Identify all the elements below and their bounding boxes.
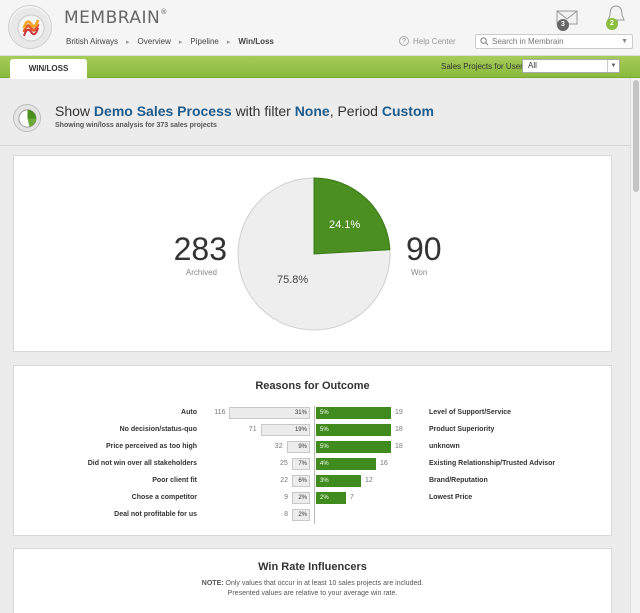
- loss-reason-label: Did not win over all stakeholders: [87, 460, 197, 467]
- loss-reason-bar[interactable]: 9%: [286, 441, 310, 453]
- reasons-title: Reasons for Outcome: [255, 380, 370, 392]
- loss-reason-count: 22: [280, 477, 288, 484]
- influencers-note: NOTE: Only values that occur in at least…: [201, 580, 424, 587]
- loss-reason-label: Auto: [181, 409, 197, 416]
- reason-row: Deal not profitable for us 8 2%: [14, 508, 613, 522]
- app-header: MEMBRAIN® British Airways ▸ Overview ▸ P…: [0, 0, 640, 56]
- win-reason-count: 19: [395, 409, 403, 416]
- archived-percentage: 75.8%: [277, 274, 309, 286]
- win-reason-count: 7: [350, 494, 354, 501]
- loss-reason-count: 25: [280, 460, 288, 467]
- search-placeholder: Search in Membrain: [492, 37, 564, 46]
- win-reason-label: Lowest Price: [429, 494, 473, 501]
- loss-reason-bar[interactable]: 2%: [292, 492, 310, 504]
- user-filter-label: Sales Projects for User: [441, 62, 523, 71]
- chevron-right-icon: ▸: [226, 38, 231, 46]
- win-rate-influencers-card: Win Rate Influencers NOTE: Only values t…: [13, 548, 612, 613]
- page-subtitle: Showing win/loss analysis for 373 sales …: [55, 122, 217, 129]
- loss-reason-bar[interactable]: 7%: [291, 458, 310, 470]
- chevron-right-icon: ▸: [178, 38, 183, 46]
- pie-chart-icon: [13, 104, 41, 132]
- mail-count-badge: 3: [557, 19, 569, 31]
- divider: [0, 145, 630, 146]
- user-filter-select[interactable]: All ▼: [522, 59, 620, 73]
- loss-reason-bar[interactable]: 2%: [292, 509, 310, 521]
- win-reason-label: unknown: [429, 443, 460, 450]
- win-reason-bar[interactable]: 5%: [316, 424, 391, 436]
- breadcrumb: British Airways ▸ Overview ▸ Pipeline ▸ …: [66, 37, 274, 46]
- win-reason-label: Existing Relationship/Trusted Advisor: [429, 460, 556, 467]
- chevron-down-icon[interactable]: ▼: [621, 38, 628, 45]
- win-reason-count: 18: [395, 426, 403, 433]
- win-reason-label: Product Superiority: [429, 426, 495, 433]
- reason-row: Price perceived as too high 32 9% 5% 18 unkno…: [14, 440, 613, 454]
- user-filter-value: All: [528, 61, 537, 70]
- win-reason-label: Level of Support/Service: [429, 409, 512, 416]
- page-title: Show Demo Sales Process with filter None…: [55, 103, 434, 119]
- loss-reason-bar[interactable]: 19%: [260, 424, 310, 436]
- breadcrumb-item-overview[interactable]: Overview: [137, 37, 171, 46]
- membrain-logo[interactable]: [8, 5, 52, 49]
- win-reason-bar[interactable]: 4%: [316, 458, 376, 470]
- reason-row: Poor client fit 22 6% 3% 12 Brand/Reputation: [14, 474, 613, 488]
- won-percentage: 24.1%: [329, 219, 361, 231]
- win-loss-summary-card: 283 Archived 24.1% 75.8% 90 Won: [13, 155, 612, 352]
- process-link[interactable]: Demo Sales Process: [93, 103, 232, 119]
- archived-label: Archived: [185, 268, 217, 277]
- win-reason-label: Brand/Reputation: [429, 477, 488, 484]
- win-reason-bar[interactable]: 2%: [316, 492, 346, 504]
- reason-row: Auto 116 31% 5% 19 Level of Support/Service: [14, 406, 613, 420]
- loss-reason-count: 116: [214, 409, 226, 416]
- breadcrumb-item-customer[interactable]: British Airways: [66, 37, 119, 46]
- archived-count: 283: [173, 231, 227, 267]
- search-icon: [480, 37, 489, 46]
- loss-reason-label: Chose a competitor: [131, 494, 197, 501]
- loss-reason-count: 8: [284, 511, 288, 518]
- reason-row: No decision/status-quo 71 19% 5% 18 Product S…: [14, 423, 613, 437]
- won-slice[interactable]: [313, 177, 391, 255]
- chevron-right-icon: ▸: [126, 38, 130, 46]
- breadcrumb-item-pipeline[interactable]: Pipeline: [190, 37, 219, 46]
- influencers-title: Win Rate Influencers: [258, 561, 367, 573]
- reasons-for-outcome-card: Reasons for Outcome Auto 116 31% 5% 19 Level …: [13, 365, 612, 536]
- period-link[interactable]: Custom: [381, 103, 434, 119]
- win-reason-count: 18: [395, 443, 403, 450]
- reason-row: Did not win over all stakeholders 25 7% 4% 1…: [14, 457, 613, 471]
- help-center-link[interactable]: ? Help Center: [399, 36, 456, 46]
- win-reason-bar[interactable]: 5%: [316, 407, 391, 419]
- chevron-down-icon: ▼: [607, 60, 619, 72]
- reason-row: Chose a competitor 9 2% 2% 7 Lowest Price: [14, 491, 613, 505]
- loss-reason-label: Price perceived as too high: [105, 443, 197, 450]
- loss-reason-count: 9: [284, 494, 288, 501]
- help-center-label: Help Center: [413, 36, 456, 46]
- help-icon: ?: [399, 36, 409, 46]
- loss-reason-bar[interactable]: 6%: [292, 475, 310, 487]
- tab-bar: WIN/LOSS Sales Projects for User All ▼: [0, 56, 640, 79]
- won-label: Won: [411, 268, 428, 277]
- scrollbar-thumb[interactable]: [633, 80, 639, 192]
- search-input[interactable]: Search in Membrain ▼: [475, 34, 633, 49]
- center-axis: [314, 406, 315, 524]
- win-reason-count: 12: [365, 477, 373, 484]
- breadcrumb-item-current: Win/Loss: [238, 37, 274, 46]
- page-scrollbar[interactable]: [630, 78, 640, 613]
- notification-count-badge: 2: [606, 18, 618, 30]
- loss-reason-label: No decision/status-quo: [119, 426, 197, 433]
- influencers-note-line2: Presented values are relative to your av…: [227, 590, 398, 597]
- loss-reason-label: Deal not profitable for us: [114, 511, 197, 518]
- loss-reason-count: 32: [274, 443, 283, 450]
- loss-reason-bar[interactable]: 31%: [229, 407, 310, 419]
- filter-link[interactable]: None: [294, 103, 330, 119]
- tab-win-loss[interactable]: WIN/LOSS: [10, 59, 87, 79]
- loss-reason-count: 71: [248, 426, 257, 433]
- brand-name: MEMBRAIN®: [64, 8, 168, 28]
- won-count: 90: [406, 231, 442, 267]
- win-reason-count: 16: [380, 460, 388, 467]
- win-reason-bar[interactable]: 3%: [316, 475, 361, 487]
- win-reason-bar[interactable]: 5%: [316, 441, 391, 453]
- loss-reason-label: Poor client fit: [152, 477, 197, 484]
- win-loss-pie-chart: [237, 177, 391, 331]
